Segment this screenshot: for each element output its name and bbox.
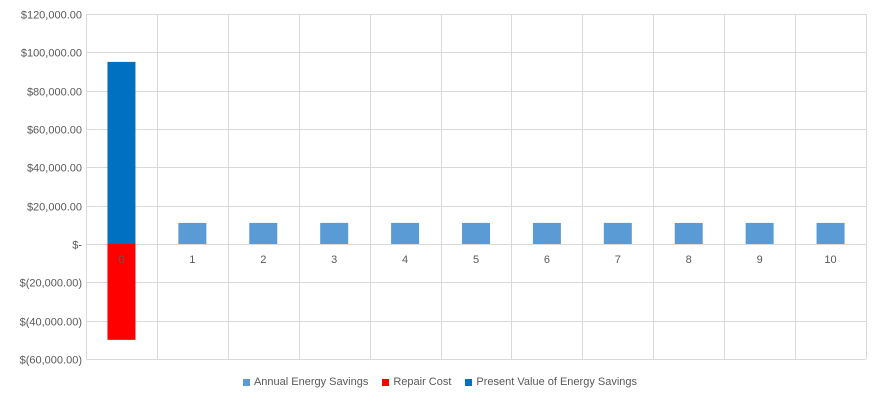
legend-item-repair-cost: Repair Cost — [382, 376, 451, 388]
x-tick-label: 9 — [757, 254, 763, 266]
y-tick-label: $40,000.00 — [27, 163, 82, 175]
bar-annual-energy-savings-6 — [532, 222, 561, 244]
gridlines — [86, 14, 867, 360]
legend-swatch-annual — [242, 378, 250, 386]
x-tick-label: 4 — [402, 254, 408, 266]
bar-annual-energy-savings-3 — [320, 222, 349, 244]
bar-repair-cost-0 — [107, 244, 136, 340]
bar-annual-energy-savings-7 — [603, 222, 632, 244]
x-tick-label: 6 — [544, 254, 550, 266]
bars — [107, 61, 845, 340]
bar-annual-energy-savings-2 — [249, 222, 278, 244]
x-tick-label: 10 — [824, 254, 836, 266]
x-tick-label: 7 — [615, 254, 621, 266]
bar-annual-energy-savings-9 — [745, 222, 774, 244]
bar-present-value-of-energy-savings-0 — [107, 61, 136, 244]
legend-item-present-value: Present Value of Energy Savings — [465, 376, 637, 388]
y-tick-label: $100,000.00 — [21, 48, 82, 60]
bar-annual-energy-savings-8 — [674, 222, 703, 244]
bar-annual-energy-savings-10 — [816, 222, 845, 244]
legend-swatch-repair — [382, 378, 390, 386]
x-tick-label: 0 — [118, 254, 124, 266]
x-tick-label: 3 — [331, 254, 337, 266]
legend-label-repair: Repair Cost — [393, 376, 452, 388]
legend-swatch-present-value — [465, 378, 473, 386]
y-tick-label: $(40,000.00) — [20, 317, 82, 329]
x-tick-label: 2 — [260, 254, 266, 266]
legend-item-annual-energy-savings: Annual Energy Savings — [242, 376, 369, 388]
y-tick-label: $- — [72, 240, 82, 252]
y-tick-label: $(60,000.00) — [20, 355, 82, 367]
legend: Annual Energy Savings Repair Cost Presen… — [0, 376, 880, 388]
legend-label-present-value: Present Value of Energy Savings — [476, 376, 638, 388]
y-tick-label: $60,000.00 — [27, 125, 82, 137]
x-tick-label: 5 — [473, 254, 479, 266]
bar-annual-energy-savings-5 — [462, 222, 490, 244]
x-tick-label: 8 — [686, 254, 692, 266]
bar-annual-energy-savings-4 — [391, 222, 420, 244]
y-axis-labels: $120,000.00 $100,000.00 $80,000.00 $60,000.… — [20, 10, 83, 367]
y-tick-label: $80,000.00 — [27, 87, 82, 99]
legend-label-annual: Annual Energy Savings — [253, 376, 369, 388]
x-tick-label: 1 — [189, 254, 195, 266]
y-tick-label: $20,000.00 — [27, 202, 82, 214]
y-tick-label: $120,000.00 — [21, 10, 82, 22]
x-axis-labels: 0 1 2 3 4 5 6 7 8 9 10 — [118, 254, 836, 266]
y-tick-label: $(20,000.00) — [20, 278, 82, 290]
bar-annual-energy-savings-1 — [178, 222, 207, 244]
